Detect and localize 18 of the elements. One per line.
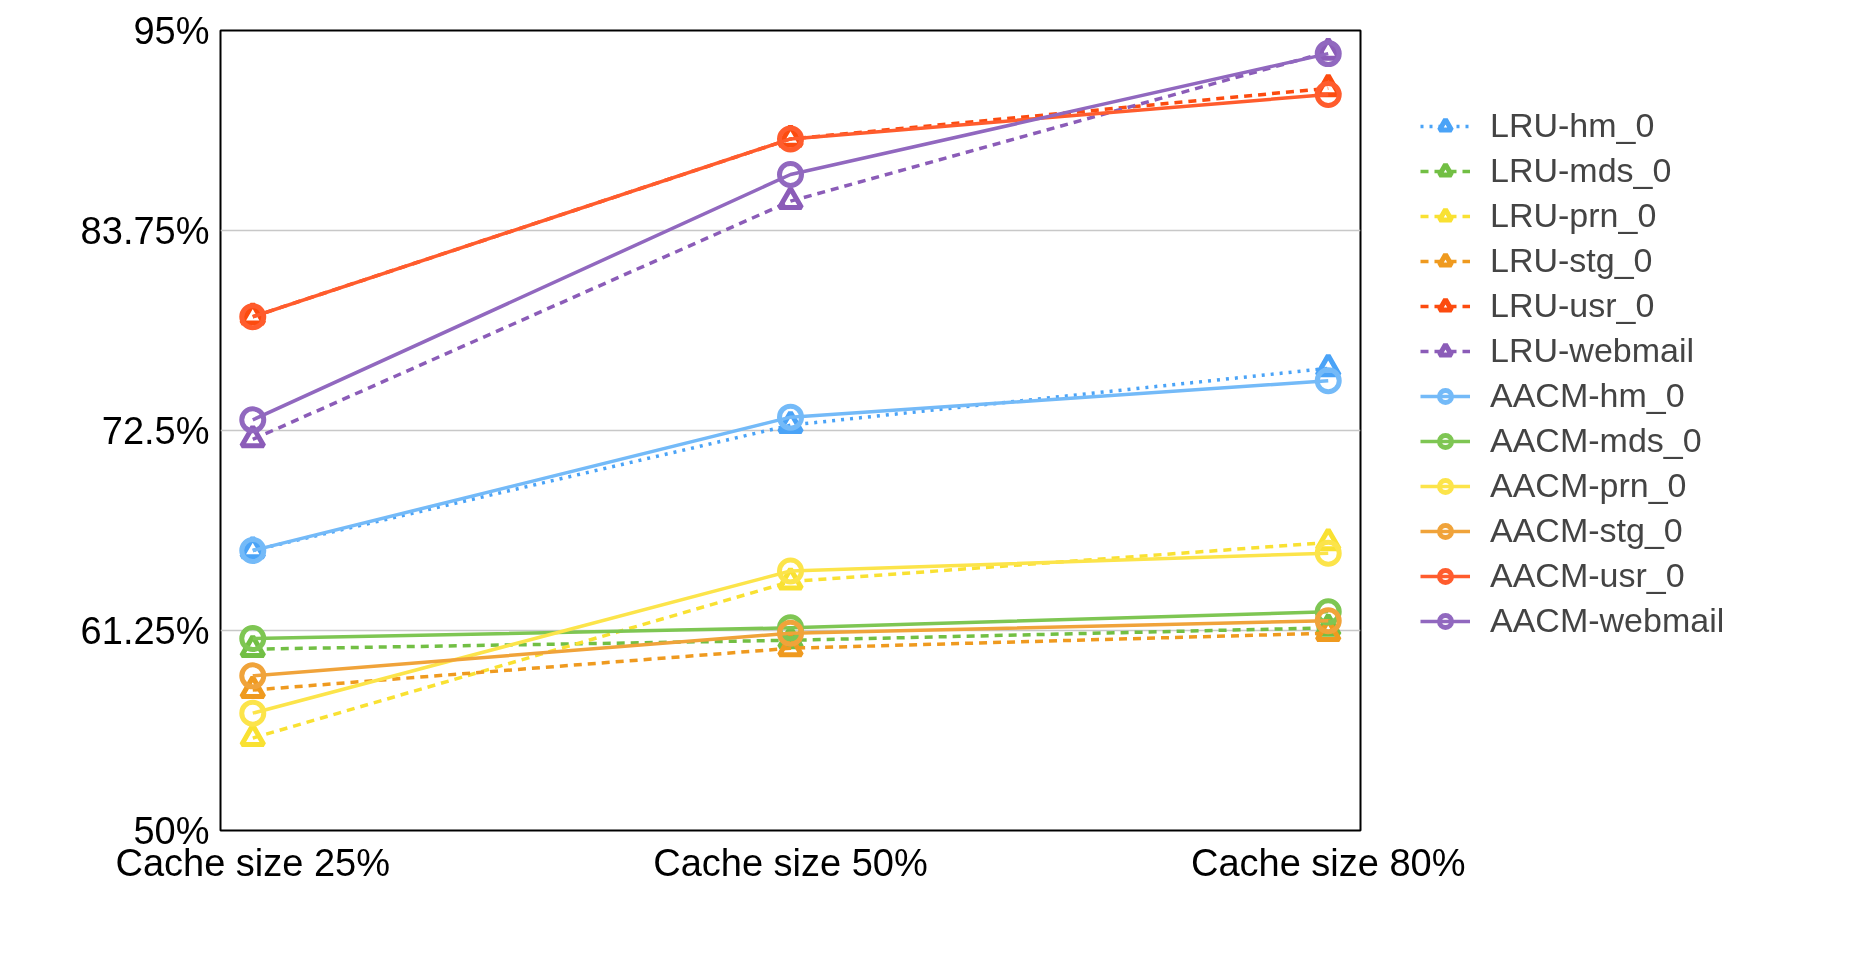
legend-label: LRU-webmail [1490, 331, 1695, 370]
y-tick-label: 72.5% [101, 409, 210, 452]
legend-label: AACM-usr_0 [1490, 556, 1685, 595]
y-tick-label: 83.75% [80, 209, 210, 252]
legend-label: LRU-prn_0 [1490, 196, 1657, 235]
legend-label: AACM-mds_0 [1490, 421, 1702, 460]
x-tick-label: Cache size 80% [1190, 841, 1466, 884]
legend-label: LRU-usr_0 [1490, 286, 1655, 325]
legend-label: LRU-stg_0 [1490, 241, 1653, 280]
legend-label: AACM-prn_0 [1490, 466, 1687, 505]
y-tick-label: 61.25% [80, 609, 210, 652]
legend-label: AACM-stg_0 [1490, 511, 1683, 550]
legend-label: LRU-mds_0 [1490, 151, 1672, 190]
legend-label: AACM-hm_0 [1490, 376, 1685, 415]
x-tick-label: Cache size 50% [653, 841, 928, 884]
legend-label: AACM-webmail [1490, 601, 1725, 640]
legend-label: LRU-hm_0 [1490, 106, 1655, 145]
y-tick-label: 95% [133, 9, 210, 52]
